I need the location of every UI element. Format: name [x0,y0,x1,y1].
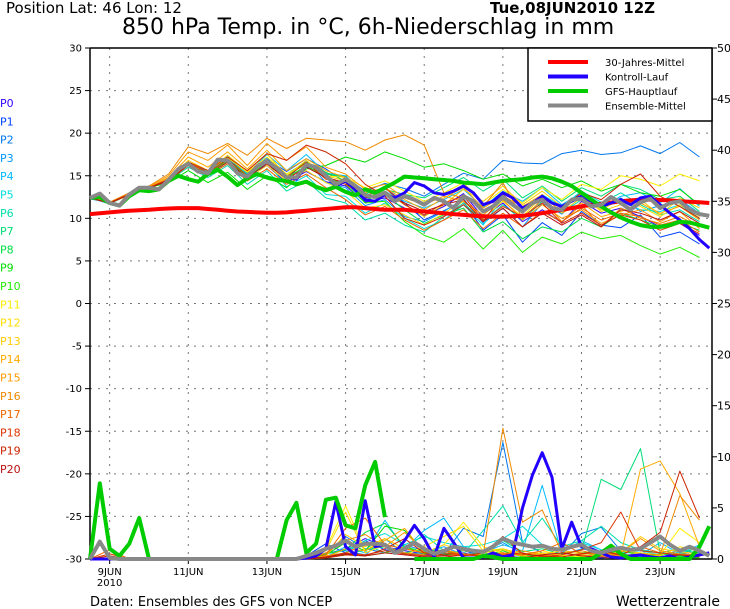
member-labels: P0 P1 P2 P3 P4 P5 P6 P7 P8 P9 P10 P11 P12 P13 P14 P15 P1… [0,97,21,476]
precip-line-kontroll-lauf [90,451,710,561]
member-label-p14: P14 [0,353,21,366]
right-tick-label: 45 [717,93,730,106]
member-precip-lines [89,427,700,560]
right-tick-label: 25 [717,298,730,311]
main-series-lines [88,157,712,561]
left-tick-label: -25 [66,512,82,523]
x-tick-label: 21JUN [566,567,596,578]
chart-title: 850 hPa Temp. in °C, 6h-Niederschlag in … [122,15,614,40]
member-label-p20: P20 [0,463,21,476]
left-tick-label: 30 [69,44,82,55]
member-label-p13: P13 [0,335,21,348]
right-tick-label: 15 [717,400,730,413]
right-tick-label: 40 [717,144,730,157]
x-tick-label: 13JUN [252,567,282,578]
member-temp-line-p15 [89,142,700,229]
x-tick-label: 11JUN [173,567,203,578]
member-label-p3: P3 [0,152,14,165]
brand-label: Wetterzentrale [616,594,720,609]
legend: 30-Jahres-Mittel Kontroll-Lauf GFS-Hauptla… [527,47,713,122]
x-tick-label: 23JUN [645,567,675,578]
left-tick-label: -15 [66,427,82,438]
legend-label: Ensemble-Mittel [605,102,686,113]
member-label-p17: P17 [0,408,21,421]
temp-line-ensemble-mittel [89,157,710,218]
left-tick-label: -30 [66,555,82,566]
position-label: Position Lat: 46 Lon: 12 [6,0,182,17]
left-tick-label: 5 [76,256,82,267]
member-label-p8: P8 [0,243,14,256]
member-label-p5: P5 [0,189,14,202]
left-tick-label: 20 [69,129,82,140]
member-temp-line-p19 [89,144,700,226]
x-tick-label: 9JUN [98,567,122,578]
member-precip-line-p2 [90,442,700,560]
right-tick-label: 20 [717,349,730,362]
precip-line-ensemble-mittel [88,534,711,561]
member-label-p11: P11 [0,298,21,311]
right-tick-label: 5 [717,502,724,515]
left-tick-label: 25 [69,86,82,97]
left-tick-label: -5 [72,342,82,353]
member-label-p10: P10 [0,280,21,293]
member-label-p4: P4 [0,170,14,183]
member-label-p0: P0 [0,97,14,110]
precip-line-gfs-hauptlauf [414,525,712,561]
right-tick-label: 10 [717,451,730,464]
temp-line-gfs-hauptlauf [89,167,710,230]
grid [90,48,712,559]
right-tick-label: 50 [717,42,730,55]
member-label-p12: P12 [0,317,21,330]
member-label-p9: P9 [0,262,14,275]
left-tick-label: 0 [76,299,82,310]
member-label-p19: P19 [0,445,21,458]
legend-label: GFS-Hauptlauf [605,87,678,98]
member-label-p1: P1 [0,115,14,128]
member-precip-line-p7 [90,448,700,560]
legend-label: 30-Jahres-Mittel [605,58,684,69]
member-label-p7: P7 [0,225,14,238]
x-tick-year-label: 2010 [97,578,122,589]
member-label-p16: P16 [0,390,21,403]
right-tick-label: 0 [717,553,724,566]
member-label-p2: P2 [0,134,14,147]
left-tick-label: -10 [66,384,82,395]
axes: 302520151050-5-10-15-20-25-3050454035302… [66,42,730,589]
member-label-p15: P15 [0,372,21,385]
x-tick-label: 19JUN [488,567,518,578]
legend-label: Kontroll-Lauf [605,73,669,84]
member-label-p18: P18 [0,426,21,439]
x-tick-label: 17JUN [409,567,439,578]
member-temp-line-p9 [89,151,700,206]
left-tick-label: -20 [66,469,82,480]
left-tick-label: 10 [69,214,82,225]
member-label-p6: P6 [0,207,14,220]
member-precip-line-p14 [90,460,700,560]
run-time-label: Tue,08JUN2010 12Z [490,0,655,17]
member-temp-line-p14 [89,149,700,221]
right-tick-label: 30 [717,246,730,259]
left-tick-label: 15 [69,171,82,182]
x-tick-label: 15JUN [330,567,360,578]
right-tick-label: 35 [717,195,730,208]
source-label: Daten: Ensembles des GFS von NCEP [90,595,332,609]
